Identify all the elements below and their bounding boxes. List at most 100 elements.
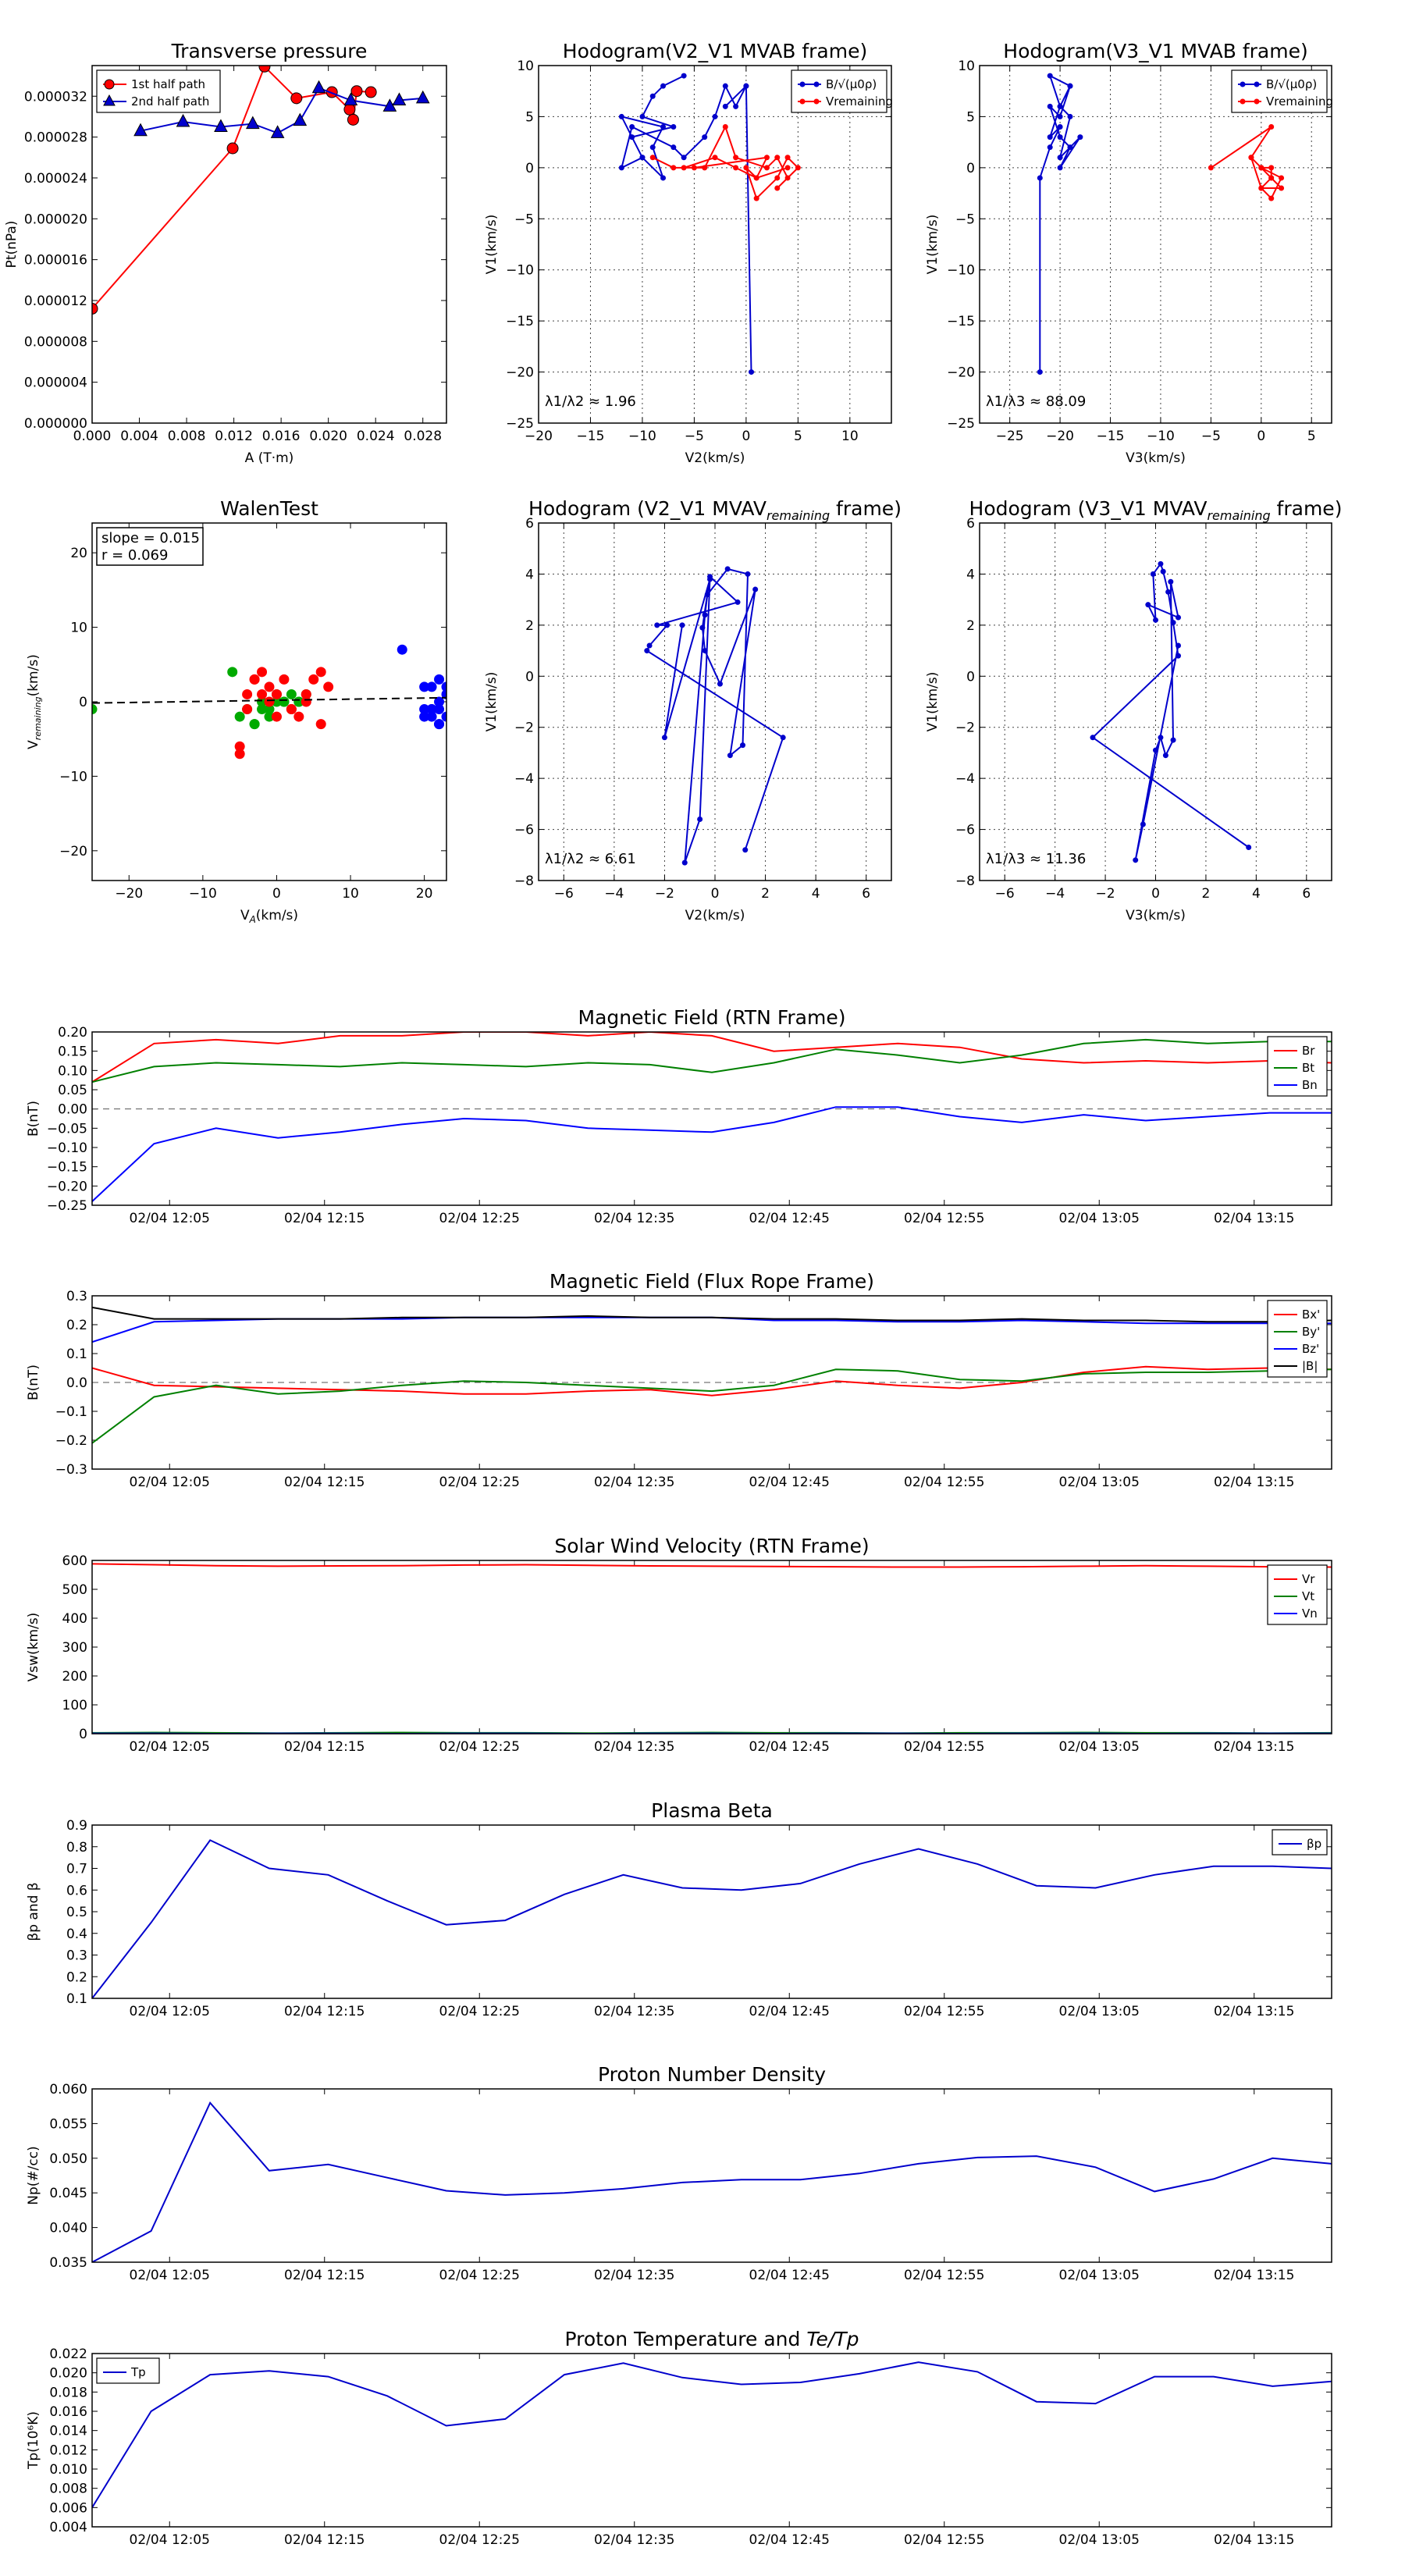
- y-tick-label: 0.004: [49, 2520, 87, 2535]
- data-point: [702, 165, 708, 171]
- x-tick-label: 02/04 12:05: [130, 2004, 210, 2019]
- data-point: [419, 681, 430, 692]
- x-tick-label: 0: [1257, 429, 1265, 444]
- data-point: [242, 688, 253, 699]
- data-point: [1047, 134, 1053, 141]
- data-point: [1057, 165, 1063, 171]
- plot-area: [1037, 73, 1285, 375]
- axes-frame: [91, 522, 447, 881]
- y-tick-label: −10: [947, 263, 975, 279]
- x-tick-label: 02/04 13:15: [1214, 2004, 1294, 2019]
- x-tick-label: −10: [628, 429, 656, 444]
- y-tick-label: −5: [955, 212, 975, 227]
- data-point: [717, 681, 723, 687]
- legend-label: Bx': [1302, 1308, 1320, 1322]
- y-tick-label: 100: [62, 1698, 87, 1713]
- data-point: [1268, 195, 1275, 201]
- data-point: [753, 195, 759, 201]
- data-point: [264, 704, 275, 715]
- x-tick-label: 02/04 13:05: [1059, 2268, 1140, 2283]
- axes-frame: [91, 1824, 1332, 1999]
- y-tick-label: 0.9: [66, 1818, 87, 1834]
- series-line-Vr: [92, 1563, 1332, 1568]
- data-point: [1160, 568, 1166, 575]
- data-point: [1175, 642, 1181, 649]
- data-point: [1158, 560, 1164, 567]
- y-tick-label: −10: [59, 769, 87, 785]
- x-tick-label: 02/04 12:35: [594, 1475, 674, 1490]
- y-axis-label: Vsw(km/s): [26, 1613, 41, 1682]
- y-axis-label: Tp(10⁶K): [26, 2411, 41, 2470]
- y-tick-label: 0.2: [66, 1969, 87, 1985]
- x-tick-label: 2: [1202, 886, 1211, 902]
- data-point: [670, 144, 677, 151]
- x-tick-label: −4: [604, 886, 624, 902]
- chart-title: Hodogram (V2_V1 MVAVremaining frame): [528, 497, 902, 523]
- x-tick-label: 02/04 12:55: [904, 1211, 984, 1226]
- data-point: [270, 125, 285, 138]
- y-axis-label: Np(#/cc): [26, 2146, 41, 2204]
- y-tick-label: 4: [966, 567, 975, 582]
- chart-beta: Plasma Beta 0.1 0.2 0.3 0.4 0.5 0.6 0.7 0.8 0.9 02…: [26, 1799, 1332, 2019]
- y-tick-label: 0.6: [66, 1883, 87, 1898]
- y-tick-label: −25: [947, 416, 975, 432]
- y-tick-label: −8: [955, 873, 975, 889]
- data-point: [258, 66, 271, 73]
- data-point: [1279, 185, 1285, 191]
- legend-marker: [103, 94, 116, 106]
- y-tick-label: 2: [525, 618, 534, 634]
- y-tick-label: 0: [966, 669, 975, 685]
- y-tick-label: 10: [517, 59, 534, 74]
- y-tick-label: 0.040: [49, 2221, 87, 2236]
- data-point: [1246, 844, 1252, 850]
- plot-area: [92, 1563, 1332, 1734]
- chart-title: Hodogram(V2_V1 MVAB frame): [563, 40, 867, 62]
- data-point: [264, 681, 275, 692]
- data-point: [92, 704, 98, 715]
- series-line-Bt: [92, 1038, 1332, 1083]
- data-point: [679, 622, 685, 628]
- axes-frame: [538, 65, 892, 424]
- x-axis-label: V2(km/s): [685, 908, 745, 923]
- y-tick-label: 0.050: [49, 2151, 87, 2167]
- data-point: [743, 83, 749, 89]
- chart-title: Hodogram (V3_V1 MVAVremaining frame): [969, 497, 1343, 523]
- chart-title: Magnetic Field (RTN Frame): [578, 1006, 846, 1029]
- data-point: [660, 124, 667, 130]
- data-point: [1047, 73, 1053, 79]
- y-tick-label: 0.006: [49, 2500, 87, 2516]
- data-point: [434, 704, 445, 715]
- data-point: [1067, 113, 1073, 119]
- axes-frame: [91, 2088, 1332, 2263]
- data-point: [712, 155, 718, 161]
- data-point: [1258, 185, 1264, 191]
- legend-marker: [813, 98, 820, 105]
- data-point: [441, 711, 446, 722]
- y-tick-label: 0.000016: [24, 253, 87, 269]
- x-axis-label: A (T·m): [245, 450, 294, 466]
- data-point: [1057, 134, 1063, 141]
- data-point: [702, 648, 708, 654]
- legend-label: |B|: [1302, 1359, 1318, 1373]
- series-line-Vremaining: [652, 124, 799, 200]
- x-tick-label: 20: [416, 886, 433, 902]
- axes-frame: [979, 65, 1332, 424]
- data-point: [660, 83, 667, 89]
- data-point: [664, 622, 670, 628]
- data-point: [649, 93, 656, 99]
- y-tick-label: 0.15: [58, 1044, 87, 1060]
- y-tick-label: −20: [506, 365, 534, 381]
- y-tick-label: −6: [514, 823, 534, 838]
- legend-label: βp: [1307, 1837, 1321, 1851]
- x-tick-label: 02/04 12:35: [594, 2532, 674, 2548]
- data-point: [712, 113, 718, 119]
- data-point: [176, 113, 190, 127]
- data-point: [1047, 103, 1053, 109]
- chart-title: Proton Number Density: [598, 2063, 826, 2086]
- plot-area: [92, 2101, 1332, 2262]
- plot-area: [618, 73, 801, 375]
- x-tick-label: 6: [1302, 886, 1311, 902]
- data-point: [763, 155, 770, 161]
- y-tick-label: −0.2: [55, 1433, 87, 1449]
- legend-marker: [1254, 81, 1260, 87]
